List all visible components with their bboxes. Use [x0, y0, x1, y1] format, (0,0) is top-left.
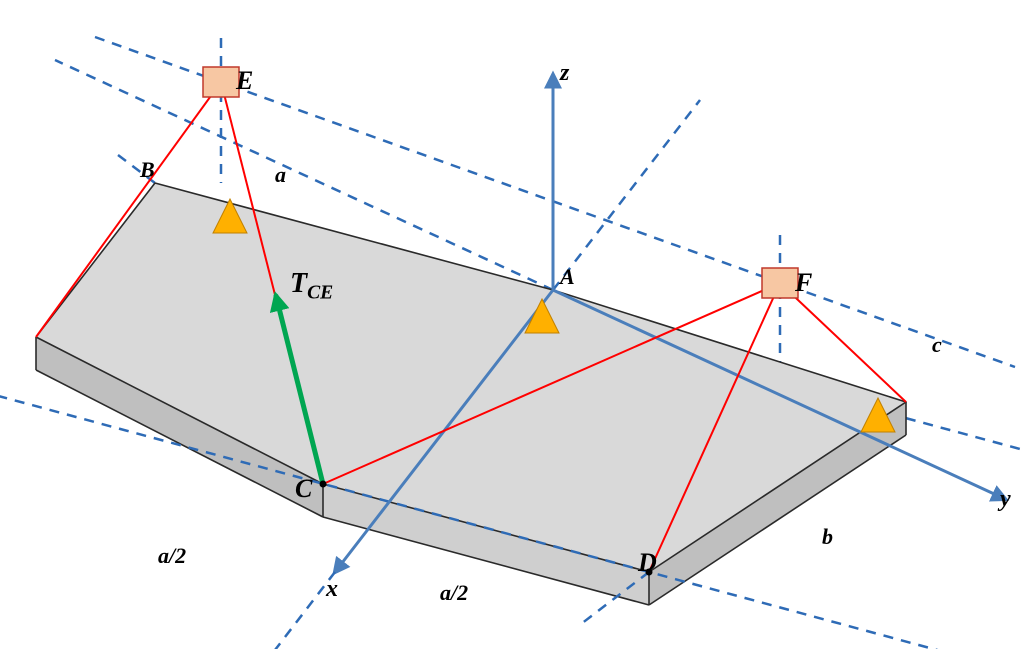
label-f: F — [795, 268, 812, 298]
label-e: E — [236, 66, 253, 96]
label-b: b — [822, 524, 833, 550]
hook-plate-f — [762, 268, 798, 298]
label-c: C — [295, 474, 312, 504]
label-a2: a/2 — [158, 543, 186, 569]
label-y: y — [1000, 486, 1011, 513]
label-z: z — [560, 60, 569, 87]
label-a1: a — [275, 162, 286, 188]
label-tce: TCE — [290, 268, 333, 305]
point-c — [320, 481, 327, 488]
label-x: x — [326, 576, 338, 603]
label-d: D — [638, 548, 657, 578]
label-a: A — [560, 264, 575, 290]
label-b: B — [140, 157, 155, 183]
hook-plate-e — [203, 67, 239, 97]
label-c: c — [932, 332, 942, 358]
label-a3: a/2 — [440, 580, 468, 606]
